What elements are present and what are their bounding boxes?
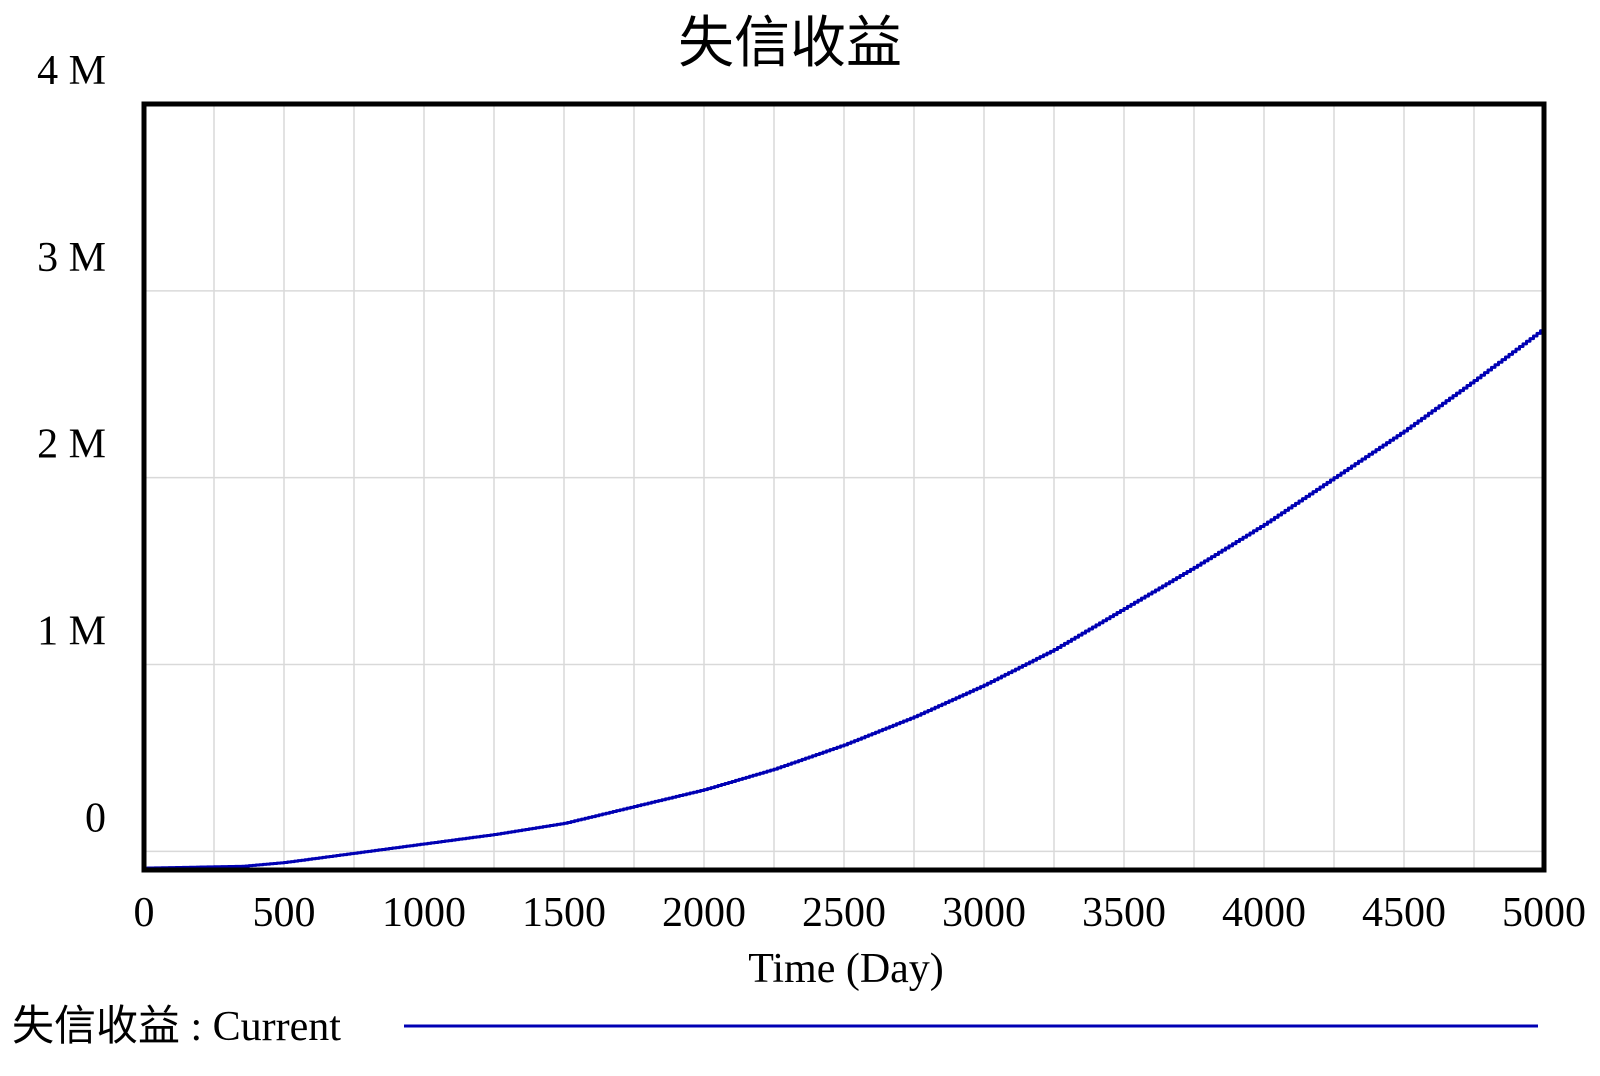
- x-tick-label: 2500: [802, 890, 886, 936]
- y-axis: 0 1 M 2 M 3 M 4 M: [37, 48, 106, 841]
- x-tick-label: 4000: [1222, 890, 1306, 936]
- x-tick-label: 500: [253, 890, 316, 936]
- y-tick-label: 3 M: [37, 235, 106, 281]
- y-tick-label: 4 M: [37, 48, 106, 94]
- x-tick-label: 1500: [522, 890, 606, 936]
- legend: 失信收益 : Current: [12, 1004, 1538, 1050]
- series-layer: [144, 328, 1546, 870]
- x-axis-label: Time (Day): [748, 946, 944, 992]
- y-tick-label: 1 M: [37, 608, 106, 654]
- x-tick-label: 1000: [382, 890, 466, 936]
- x-tick-label: 5000: [1502, 890, 1586, 936]
- chart-title: 失信收益: [678, 13, 902, 75]
- y-tick-label: 0: [85, 795, 106, 841]
- x-tick-label: 3500: [1082, 890, 1166, 936]
- x-axis: 0 500 1000 1500 2000 2500 3000 3500 4000 4500 5000: [134, 890, 1587, 936]
- x-tick-label: 0: [134, 890, 155, 936]
- grid: [144, 104, 1544, 870]
- x-tick-label: 4500: [1362, 890, 1446, 936]
- x-tick-label: 3000: [942, 890, 1026, 936]
- plot-frame: [141, 101, 1547, 873]
- y-tick-label: 2 M: [37, 422, 106, 468]
- x-tick-label: 2000: [662, 890, 746, 936]
- series-line: [144, 328, 1546, 870]
- legend-label: 失信收益 : Current: [12, 1004, 341, 1050]
